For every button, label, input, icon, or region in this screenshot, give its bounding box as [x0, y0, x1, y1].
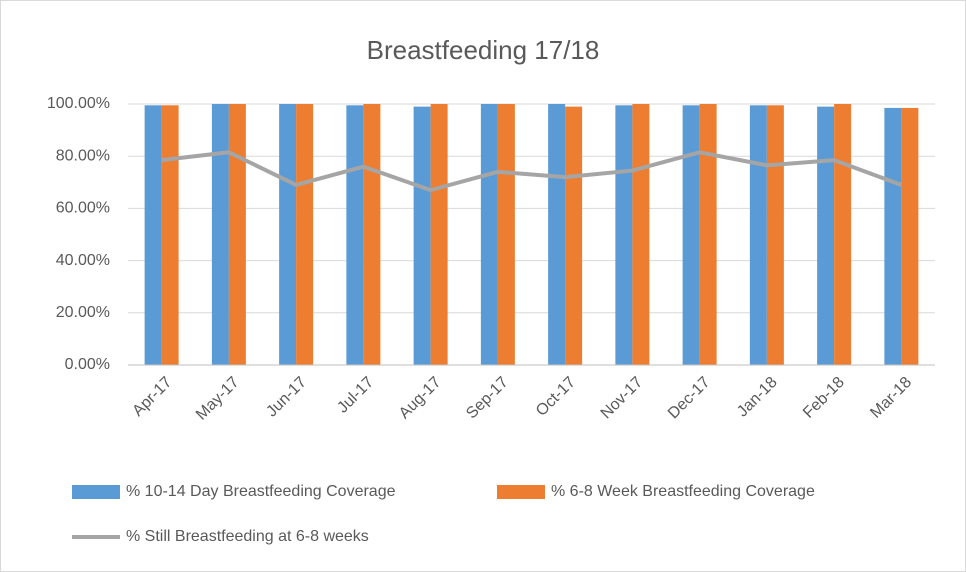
bar — [211, 104, 229, 365]
bar — [363, 104, 381, 365]
bar — [279, 104, 297, 365]
bar — [548, 104, 566, 365]
bar — [413, 106, 431, 366]
bar — [565, 106, 583, 366]
legend-swatch — [497, 485, 545, 499]
bar — [346, 105, 364, 366]
bar — [161, 105, 179, 366]
bar — [766, 105, 784, 366]
bar — [144, 105, 162, 366]
y-tick-label: 0.00% — [65, 356, 110, 373]
bar — [480, 104, 498, 365]
y-tick-label: 60.00% — [56, 200, 110, 217]
bar — [699, 104, 717, 365]
y-tick-label: 20.00% — [56, 304, 110, 321]
bar — [901, 107, 919, 365]
legend-label: % 6-8 Week Breastfeeding Coverage — [551, 483, 815, 500]
bar — [632, 104, 650, 365]
legend-swatch — [72, 485, 120, 499]
chart-title: Breastfeeding 17/18 — [367, 35, 600, 65]
bar — [296, 104, 314, 365]
legend-label: % Still Breastfeeding at 6-8 weeks — [126, 528, 369, 545]
y-tick-label: 40.00% — [56, 252, 110, 269]
bar — [228, 104, 246, 365]
bar — [682, 105, 700, 366]
y-tick-label: 100.00% — [47, 95, 110, 112]
bar — [749, 105, 767, 366]
bar — [430, 104, 448, 365]
line-series — [161, 150, 903, 193]
legend-label: % 10-14 Day Breastfeeding Coverage — [126, 483, 396, 500]
bar — [884, 107, 902, 365]
bar — [497, 104, 515, 365]
bar — [817, 106, 835, 366]
bar — [615, 105, 633, 366]
bar — [834, 104, 852, 365]
y-tick-label: 80.00% — [56, 147, 110, 164]
